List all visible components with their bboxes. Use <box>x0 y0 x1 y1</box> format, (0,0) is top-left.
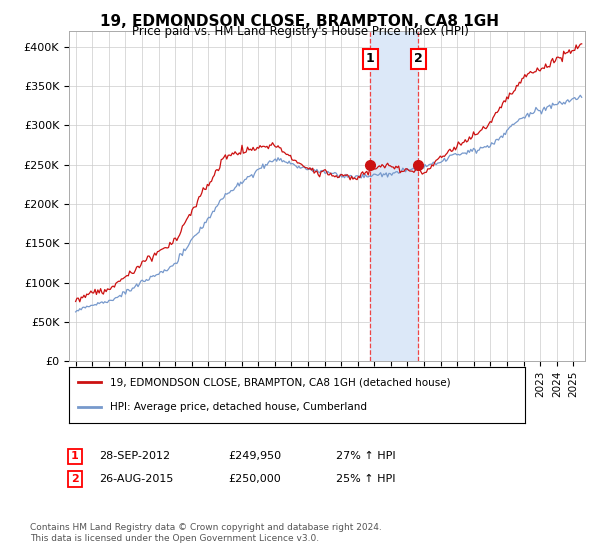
Text: HPI: Average price, detached house, Cumberland: HPI: Average price, detached house, Cumb… <box>110 402 367 412</box>
Text: £250,000: £250,000 <box>228 474 281 484</box>
Bar <box>370 31 418 361</box>
Text: 27% ↑ HPI: 27% ↑ HPI <box>336 451 395 461</box>
Text: 2: 2 <box>71 474 79 484</box>
Text: 19, EDMONDSON CLOSE, BRAMPTON, CA8 1GH: 19, EDMONDSON CLOSE, BRAMPTON, CA8 1GH <box>101 14 499 29</box>
Text: 28-SEP-2012: 28-SEP-2012 <box>99 451 170 461</box>
Text: Price paid vs. HM Land Registry's House Price Index (HPI): Price paid vs. HM Land Registry's House … <box>131 25 469 38</box>
Text: £249,950: £249,950 <box>228 451 281 461</box>
Text: 2: 2 <box>414 53 422 66</box>
Text: 1: 1 <box>366 53 374 66</box>
Text: 19, EDMONDSON CLOSE, BRAMPTON, CA8 1GH (detached house): 19, EDMONDSON CLOSE, BRAMPTON, CA8 1GH (… <box>110 377 451 388</box>
Text: 25% ↑ HPI: 25% ↑ HPI <box>336 474 395 484</box>
Text: 26-AUG-2015: 26-AUG-2015 <box>99 474 173 484</box>
Text: Contains HM Land Registry data © Crown copyright and database right 2024.
This d: Contains HM Land Registry data © Crown c… <box>30 524 382 543</box>
Text: 1: 1 <box>71 451 79 461</box>
